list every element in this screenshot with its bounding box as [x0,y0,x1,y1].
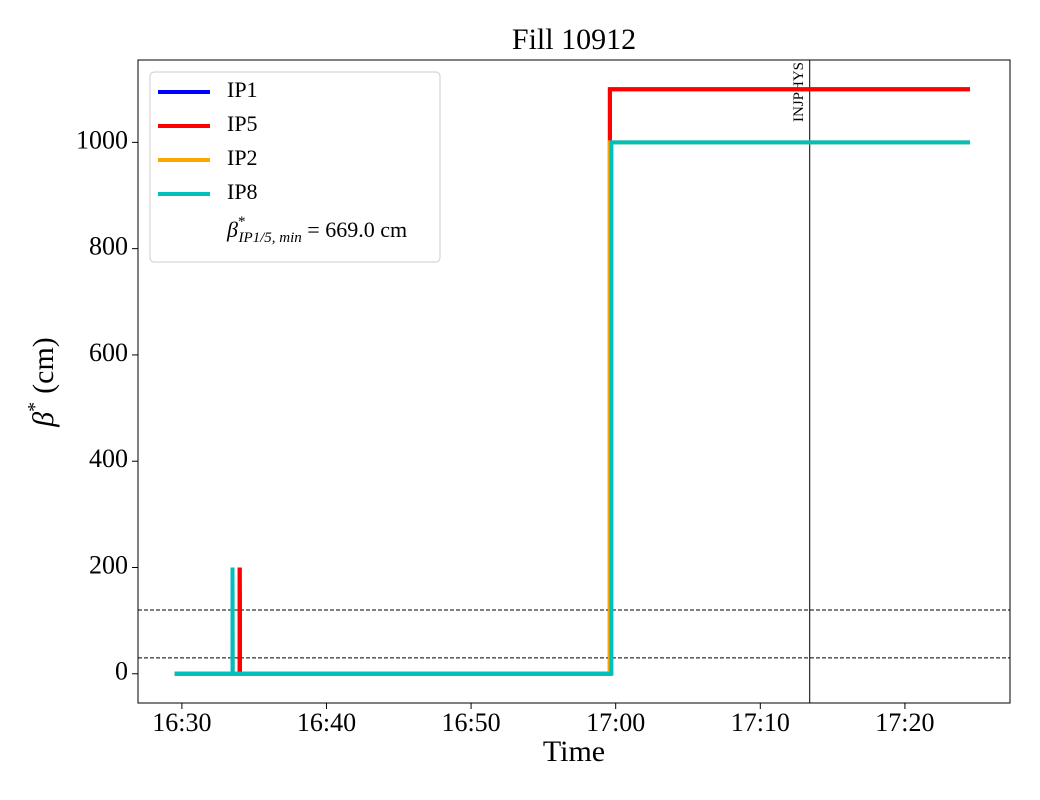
x-tick-label: 16:50 [441,708,500,737]
x-tick-label: 17:00 [586,708,645,737]
y-tick-label: 600 [89,338,128,367]
y-label-sup: * [24,402,46,412]
y-label-symbol: β [27,412,60,428]
y-axis-label: β* (cm) [24,337,60,428]
y-tick-label: 400 [89,444,128,473]
legend-label: IP5 [227,111,258,136]
y-label-unit: (cm) [27,337,60,394]
x-axis-label: Time [543,735,605,768]
legend-note: β* IP1/5, min = 669.0 cm [226,214,407,246]
series-line [174,140,970,676]
note-symbol: β [226,217,238,242]
x-tick-label: 17:20 [875,708,934,737]
plot-frame [137,59,1011,704]
note-text: = 669.0 cm [302,217,407,242]
y-tick-label: 800 [89,232,128,261]
legend-label: IP1 [227,77,258,102]
x-tick-label: 16:30 [152,708,211,737]
x-tick-label: 16:40 [297,708,356,737]
legend-box [149,71,441,263]
legend-label: IP8 [227,179,258,204]
note-sup: * [238,214,246,230]
note-sub: IP1/5, min [237,230,301,246]
legend-label: IP2 [227,145,258,170]
y-tick-label: 1000 [76,125,128,154]
event-label: INJPHYS [791,62,807,122]
x-tick-label: 17:10 [731,708,790,737]
y-tick-label: 200 [89,550,128,579]
y-tick-label: 0 [115,657,128,686]
chart-title: Fill 10912 [512,23,636,56]
